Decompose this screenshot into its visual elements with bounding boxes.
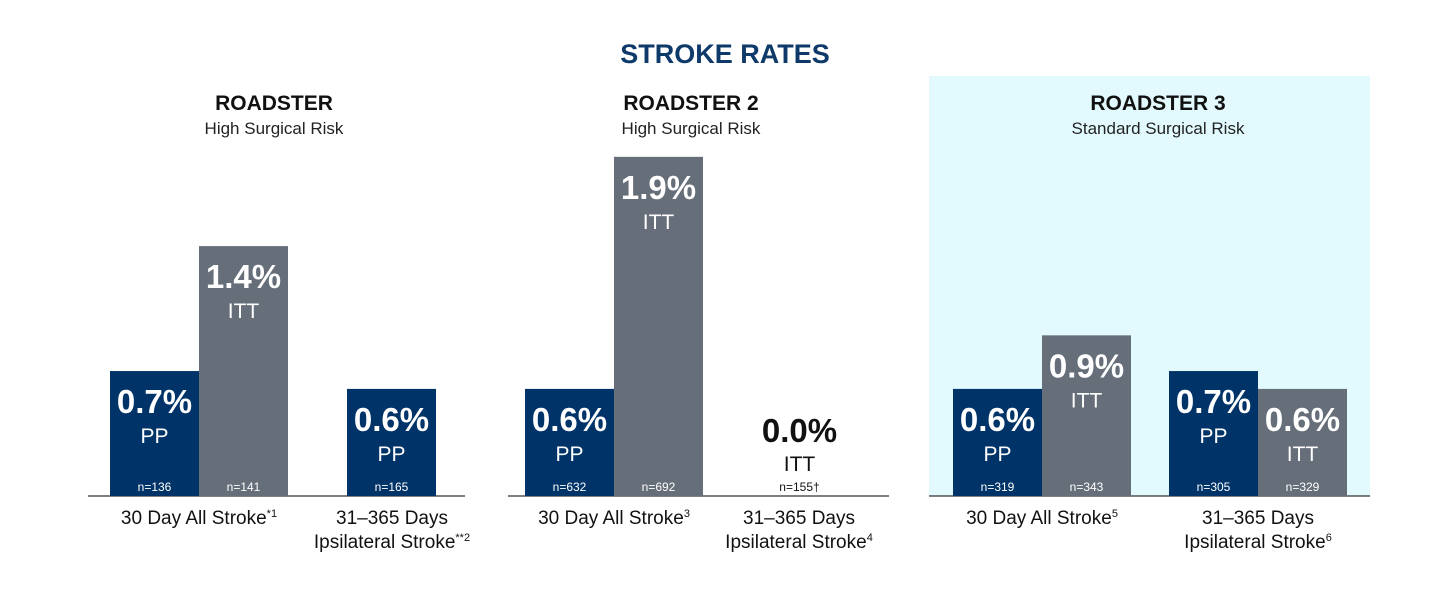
bar-itt [614, 156, 703, 496]
bar-pp [347, 388, 436, 496]
bar-n-label: n=155† [779, 480, 819, 494]
panel-subtitle: High Surgical Risk [622, 119, 761, 138]
panel-subtitle: Standard Surgical Risk [1072, 119, 1245, 138]
category-label-line: Ipsilateral Stroke4 [725, 532, 873, 553]
bar-itt [1042, 335, 1131, 496]
bar-pp [1169, 371, 1258, 496]
bar-series-label: PP [377, 443, 405, 466]
category-label-line: 30 Day All Stroke3 [538, 508, 690, 529]
panel-title: ROADSTER 3 [1090, 92, 1225, 115]
bar-value-label: 1.9% [621, 169, 696, 206]
footnote-marker: 4 [867, 532, 873, 544]
bar-n-label: n=136 [138, 480, 172, 494]
footnote-marker: 5 [1112, 508, 1118, 520]
bar-n-label: n=319 [981, 480, 1015, 494]
bar-value-label: 0.9% [1049, 347, 1124, 384]
bar-pp [110, 371, 199, 496]
bar-series-label: PP [1199, 425, 1227, 448]
footnote-marker: 6 [1326, 532, 1332, 544]
bar-itt [1258, 388, 1347, 496]
category-label-line: 31–365 Days [743, 508, 855, 529]
bar-value-label: 0.7% [1176, 383, 1251, 420]
bar-series-label: ITT [1071, 389, 1103, 412]
category-label-line: Ipsilateral Stroke**2 [314, 532, 470, 553]
bar-series-label: ITT [784, 453, 816, 476]
bar-series-label: ITT [1287, 443, 1319, 466]
bar-value-label: 0.6% [960, 401, 1035, 438]
bar-value-label: 0.6% [1265, 401, 1340, 438]
category-label-line: 31–365 Days [336, 508, 448, 529]
bar-n-label: n=141 [227, 480, 261, 494]
panel-subtitle: High Surgical Risk [205, 119, 344, 138]
chart-title: STROKE RATES [620, 39, 830, 69]
panel-title: ROADSTER 2 [623, 92, 758, 115]
bar-n-label: n=632 [553, 480, 587, 494]
footnote-marker: *1 [267, 508, 277, 520]
footnote-marker: 3 [684, 508, 690, 520]
category-label-line: 30 Day All Stroke5 [966, 508, 1118, 529]
bar-n-label: n=329 [1286, 480, 1320, 494]
bar-series-label: PP [555, 443, 583, 466]
bar-series-label: ITT [228, 300, 260, 323]
bar-series-label: PP [140, 425, 168, 448]
bar-n-label: n=692 [642, 480, 676, 494]
bar-n-label: n=165 [375, 480, 409, 494]
bar-value-label: 0.6% [532, 401, 607, 438]
bar-pp [953, 388, 1042, 496]
category-label-line: 31–365 Days [1202, 508, 1314, 529]
footnote-marker: **2 [455, 532, 470, 544]
category-label-line: 30 Day All Stroke*1 [121, 508, 277, 529]
bar-value-label: 0.0% [762, 412, 837, 449]
bar-pp [525, 388, 614, 496]
bar-value-label: 1.4% [206, 258, 281, 295]
panel-title: ROADSTER [215, 92, 333, 115]
category-label-line: Ipsilateral Stroke6 [1184, 532, 1332, 553]
bar-itt [199, 246, 288, 496]
bar-value-label: 0.6% [354, 401, 429, 438]
bar-series-label: PP [983, 443, 1011, 466]
bar-value-label: 0.7% [117, 383, 192, 420]
bar-n-label: n=343 [1070, 480, 1104, 494]
bar-n-label: n=305 [1197, 480, 1231, 494]
bar-series-label: ITT [643, 211, 675, 234]
